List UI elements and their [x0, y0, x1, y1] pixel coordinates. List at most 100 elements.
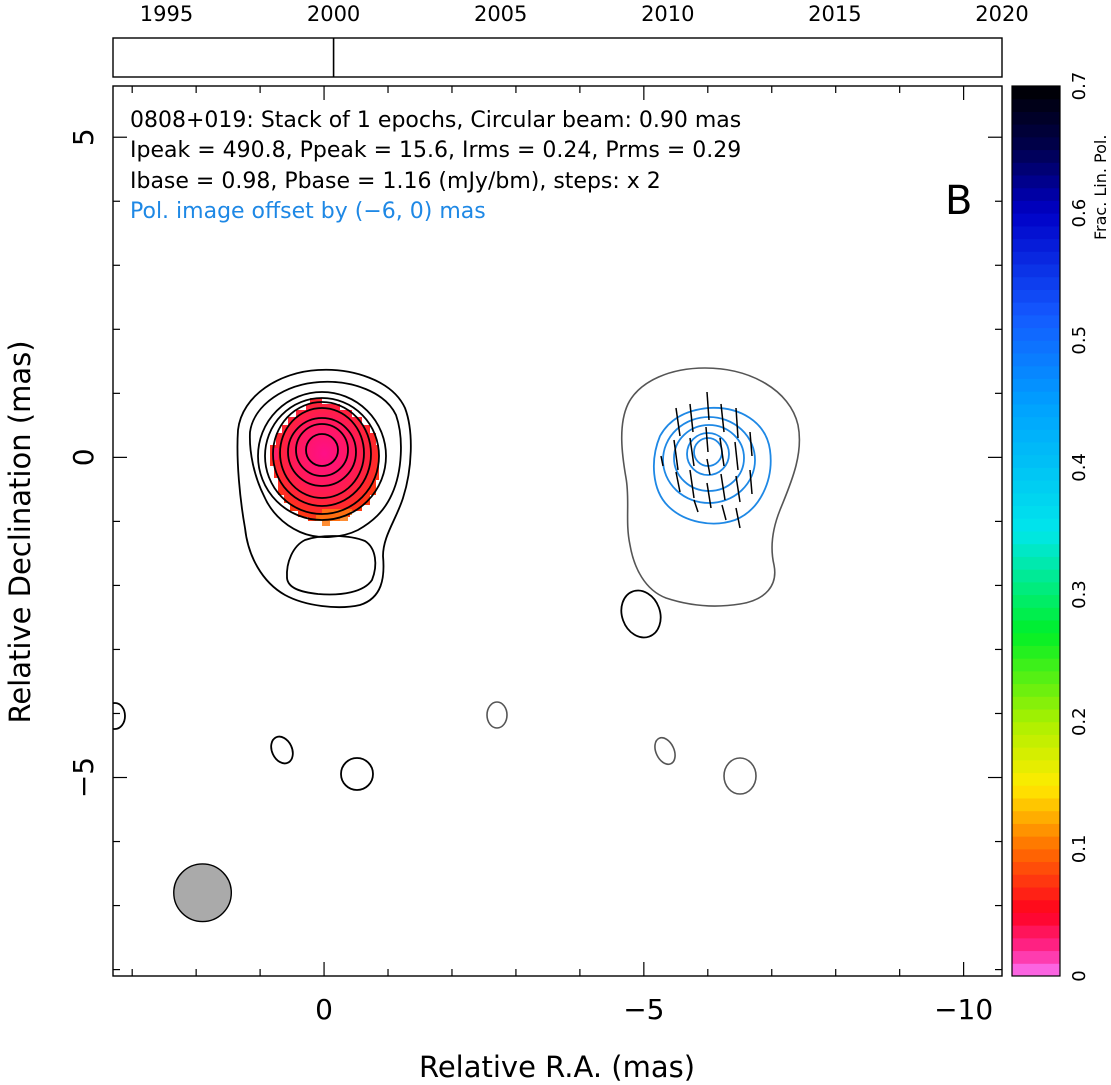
colorbar-swatch	[1012, 442, 1060, 456]
evpa-tick	[720, 403, 725, 433]
pol-contour-1	[653, 407, 772, 525]
shifted-base-island-3	[723, 757, 757, 795]
frac-pol-pixel	[272, 448, 278, 460]
colorbar-swatch	[1012, 556, 1060, 570]
colorbar-swatch	[1012, 721, 1060, 735]
evpa-tick	[719, 437, 725, 467]
colorbar-swatches	[1012, 86, 1060, 977]
colorbar-swatch	[1012, 912, 1060, 926]
colorbar-swatch	[1012, 607, 1060, 621]
evpa-tick	[734, 441, 739, 471]
colorbar-swatch	[1012, 264, 1060, 278]
colorbar-swatch	[1012, 899, 1060, 913]
shifted-base-island-2	[654, 736, 676, 766]
colorbar-swatch	[1012, 836, 1060, 850]
evpa-tick	[673, 439, 679, 471]
timeline-tick-label: 2010	[641, 2, 694, 26]
colorbar-swatch	[1012, 416, 1060, 430]
annotation-line-2: Ipeak = 490.8, Ppeak = 15.6, Irms = 0.24…	[130, 138, 741, 163]
pol-contour-4	[686, 432, 730, 476]
intensity-contour-inner-gap	[286, 535, 377, 596]
intensity-contour-3	[248, 380, 402, 538]
colorbar-swatch	[1012, 925, 1060, 939]
colorbar-tick-label: 0.2	[1069, 707, 1090, 736]
intensity-contour-outer	[236, 368, 412, 608]
colorbar-swatch	[1012, 86, 1060, 100]
colorbar-swatch	[1012, 353, 1060, 367]
colorbar-swatch	[1012, 861, 1060, 875]
colorbar-swatch	[1012, 798, 1060, 812]
colorbar-swatch	[1012, 759, 1060, 774]
y-axis-title: Relative Declination (mas)	[3, 340, 37, 723]
annotation-line-3: Ibase = 0.98, Pbase = 1.16 (mJy/bm), ste…	[130, 169, 661, 194]
evpa-tick	[689, 437, 695, 467]
colorbar-swatch	[1012, 848, 1060, 863]
y-tick-label: −5	[67, 757, 100, 798]
intensity-contour-4	[257, 391, 387, 521]
intensity-island-4	[113, 702, 126, 730]
timeline-tick-label: 2000	[307, 2, 360, 26]
colorbar-swatch	[1012, 403, 1060, 418]
colorbar-swatch	[1012, 772, 1060, 786]
colorbar-frame	[1011, 85, 1061, 977]
annotation-line-1: 0808+019: Stack of 1 epochs, Circular be…	[130, 108, 741, 133]
colorbar-swatch	[1012, 709, 1060, 723]
x-tick-label: 0	[315, 993, 333, 1026]
colorbar-tick-label: 0.3	[1069, 580, 1090, 609]
colorbar-swatch	[1012, 149, 1060, 163]
axis-ticks	[113, 86, 1002, 976]
colorbar-swatch	[1012, 531, 1060, 545]
evpa-tick	[749, 431, 753, 457]
colorbar-swatch	[1012, 810, 1060, 824]
intensity-island-2	[340, 757, 374, 791]
evpa-tick	[706, 482, 712, 509]
intensity-island-1	[620, 589, 662, 639]
plot-frame	[112, 85, 1003, 977]
colorbar-swatch	[1012, 658, 1060, 672]
colorbar-swatch	[1012, 581, 1060, 596]
colorbar-swatch	[1012, 492, 1060, 507]
evpa-tick	[705, 426, 709, 453]
y-tick-label: 5	[67, 128, 100, 146]
panel-label: B	[945, 178, 972, 224]
evpa-tick	[675, 407, 681, 437]
timeline-tick-labels: 1995 2000 2005 2010 2015 2020	[140, 2, 1029, 26]
colorbar-swatch	[1012, 302, 1060, 316]
colorbar-swatch	[1012, 620, 1060, 634]
evpa-tick	[735, 407, 739, 439]
colorbar-swatch	[1012, 391, 1060, 405]
colorbar-swatch	[1012, 937, 1060, 952]
colorbar-swatch	[1012, 225, 1060, 240]
colorbar: 0 0.1 0.2 0.3 0.4 0.5 0.6 0.7 Frac. Lin. Pol.	[1011, 72, 1110, 982]
colorbar-swatch	[1012, 340, 1060, 354]
timeline-frame	[112, 37, 1003, 78]
timeline-tick-label: 2015	[808, 2, 861, 26]
colorbar-swatch	[1012, 823, 1060, 837]
colorbar-swatch	[1012, 887, 1060, 901]
axis-tick-labels: 0 −5 −10 5 0 −5	[67, 128, 993, 1026]
evpa-tick	[749, 469, 753, 495]
colorbar-swatch	[1012, 734, 1060, 748]
pol-intensity-contours	[653, 407, 772, 525]
timeline-tick-label: 1995	[140, 2, 193, 26]
intensity-contours	[113, 368, 662, 791]
intensity-contour-6	[272, 401, 372, 507]
colorbar-swatch	[1012, 98, 1060, 112]
colorbar-swatch	[1012, 543, 1060, 557]
colorbar-swatch	[1012, 136, 1060, 151]
evpa-tick	[689, 403, 694, 433]
colorbar-swatch	[1012, 747, 1060, 761]
colorbar-swatch	[1012, 670, 1060, 685]
intensity-contour-9	[295, 423, 349, 477]
colorbar-swatch	[1012, 276, 1060, 290]
evpa-tick	[689, 469, 695, 499]
y-tick-label: 0	[67, 448, 100, 466]
evpa-tick	[660, 455, 664, 467]
timeline-tick-label: 2020	[975, 2, 1028, 26]
colorbar-tick-labels: 0 0.1 0.2 0.3 0.4 0.5 0.6 0.7	[1069, 72, 1090, 982]
x-axis-title: Relative R.A. (mas)	[419, 1050, 695, 1084]
intensity-contour-5	[264, 397, 380, 515]
colorbar-tick-label: 0.4	[1069, 453, 1090, 482]
colorbar-swatch	[1012, 251, 1060, 265]
